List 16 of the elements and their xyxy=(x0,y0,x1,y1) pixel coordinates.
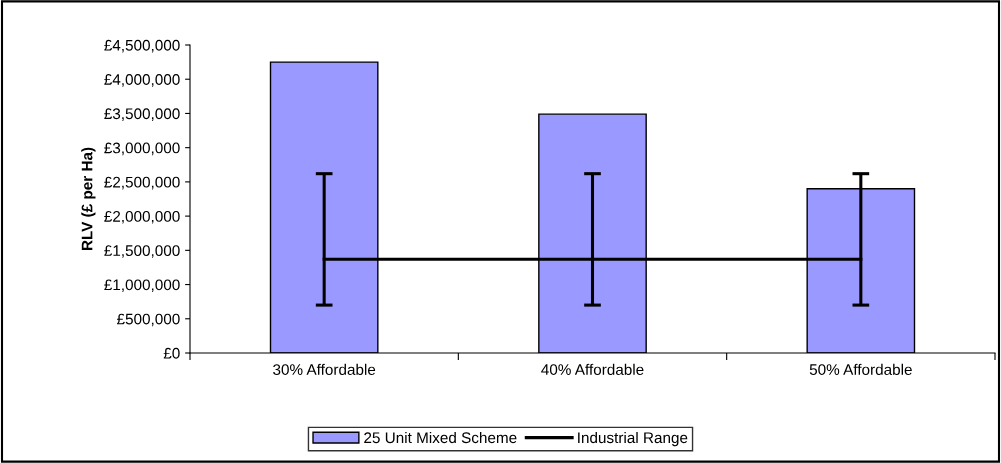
x-tick-label: 50% Affordable xyxy=(809,363,912,375)
y-tick-label: £500,000 xyxy=(116,313,180,327)
y-tick-label: £2,500,000 xyxy=(104,176,180,190)
legend-label: Industrial Range xyxy=(578,431,688,447)
x-tick-label: 30% Affordable xyxy=(273,363,376,375)
y-tick-label: £3,000,000 xyxy=(104,142,180,156)
y-tick-label: £0 xyxy=(163,347,180,359)
y-tick-label: £1,000,000 xyxy=(104,279,180,293)
y-axis-title: RLV (£ per Ha) xyxy=(81,147,96,251)
y-tick-label: £4,500,000 xyxy=(104,39,180,53)
x-tick-label: 40% Affordable xyxy=(541,363,644,375)
y-tick-label: £2,000,000 xyxy=(104,210,180,224)
y-tick-label: £3,500,000 xyxy=(104,108,180,121)
y-tick-label: £1,500,000 xyxy=(104,245,180,258)
y-tick-label: £4,000,000 xyxy=(104,74,180,87)
legend-label: 25 Unit Mixed Scheme xyxy=(364,431,517,444)
